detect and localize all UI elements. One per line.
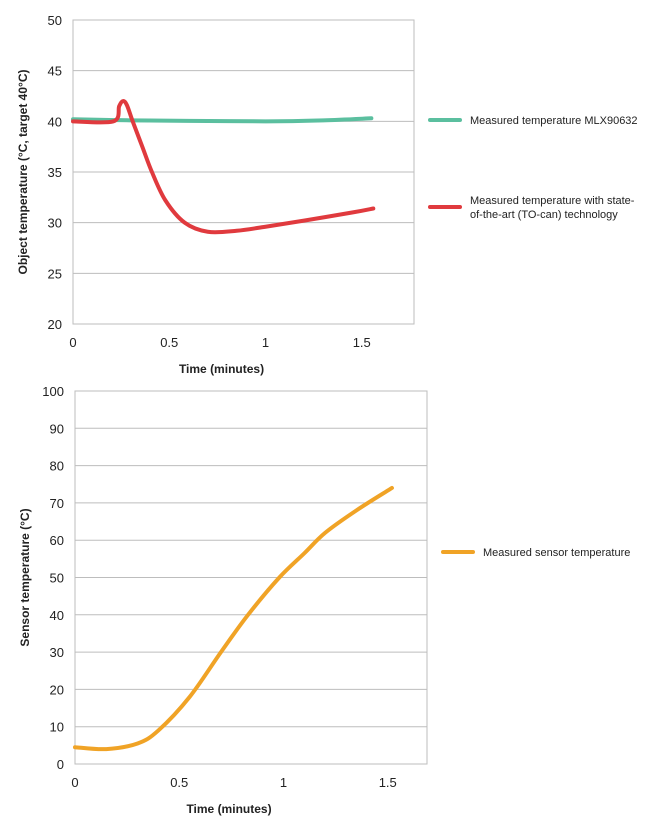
legend-label-line: of-the-art (TO-can) technology	[470, 209, 618, 221]
x-tick-label: 1	[262, 335, 269, 350]
x-tick-label: 1.5	[353, 335, 371, 350]
y-tick-label: 30	[48, 216, 62, 231]
y-tick-label: 20	[50, 682, 64, 697]
x-axis-label: Time (minutes)	[179, 362, 264, 376]
series-line	[71, 116, 374, 124]
y-tick-label: 70	[50, 496, 64, 511]
y-axis-label: Sensor temperature (°C)	[18, 508, 32, 646]
legend-label-line: Measured temperature with state-	[470, 195, 635, 207]
y-tick-label: 50	[50, 571, 64, 586]
chart-1: 20 25 30 35 40 45 50 0 0.5 1 1.5 Time (minutes) Obje…	[16, 13, 638, 376]
y-tick-label: 90	[50, 421, 64, 436]
x-tick-label: 1	[280, 775, 287, 790]
y-tick-label: 50	[48, 13, 62, 28]
y-tick-label: 10	[50, 720, 64, 735]
y-tick-label: 45	[48, 64, 62, 79]
y-tick-label: 35	[48, 165, 62, 180]
y-tick-label: 0	[57, 757, 64, 772]
x-tick-label: 0	[71, 775, 78, 790]
y-tick-label: 30	[50, 645, 64, 660]
y-tick-label: 20	[48, 317, 62, 332]
x-tick-label: 0	[69, 335, 76, 350]
y-tick-label: 40	[48, 114, 62, 129]
x-tick-label: 1.5	[379, 775, 397, 790]
y-tick-label: 25	[48, 266, 62, 281]
plot-area	[74, 390, 428, 765]
y-tick-label: 60	[50, 533, 64, 548]
y-tick-label: 80	[50, 459, 64, 474]
x-tick-label: 0.5	[160, 335, 178, 350]
x-tick-label: 0.5	[170, 775, 188, 790]
chart-2: 0 10 20 30 40 50 60 70 80 90 100 0 0.5 1 1.5 Time (minu…	[18, 384, 630, 816]
series-line	[71, 99, 376, 235]
legend-label-line: Measured sensor temperature	[483, 547, 630, 559]
y-axis-label: Object temperature (°C, target 40°C)	[16, 70, 30, 275]
legend-label-line: Measured temperature MLX90632	[470, 115, 638, 127]
plot-area	[72, 19, 415, 325]
legend-label: Measured sensor temperature	[483, 547, 630, 559]
x-axis-label: Time (minutes)	[186, 802, 271, 816]
y-tick-label: 40	[50, 608, 64, 623]
legend-label: Measured temperature with state-of-the-a…	[470, 195, 635, 221]
series-line	[73, 485, 394, 752]
legend-label: Measured temperature MLX90632	[470, 115, 638, 127]
y-tick-label: 100	[42, 384, 64, 399]
